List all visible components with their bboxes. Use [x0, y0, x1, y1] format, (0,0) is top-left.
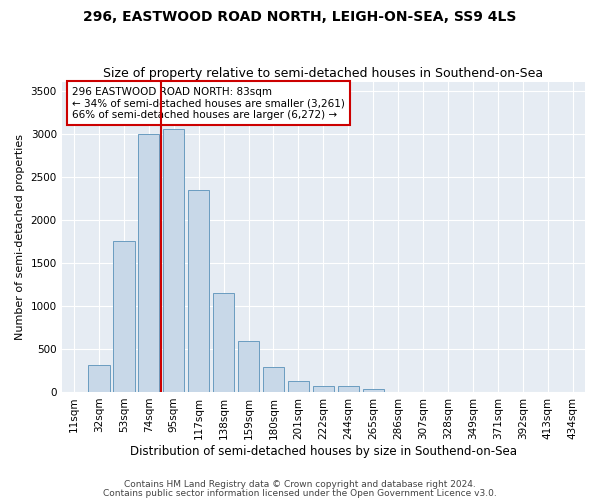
Text: 296 EASTWOOD ROAD NORTH: 83sqm
← 34% of semi-detached houses are smaller (3,261): 296 EASTWOOD ROAD NORTH: 83sqm ← 34% of … [72, 86, 345, 120]
Bar [88, 366, 110, 392]
Bar [188, 190, 209, 392]
Bar [263, 367, 284, 392]
Bar [313, 386, 334, 392]
Bar [338, 386, 359, 392]
Bar [113, 242, 134, 392]
Text: Contains HM Land Registry data © Crown copyright and database right 2024.: Contains HM Land Registry data © Crown c… [124, 480, 476, 489]
Bar [288, 381, 309, 392]
Text: Contains public sector information licensed under the Open Government Licence v3: Contains public sector information licen… [103, 488, 497, 498]
Bar [213, 293, 234, 392]
X-axis label: Distribution of semi-detached houses by size in Southend-on-Sea: Distribution of semi-detached houses by … [130, 444, 517, 458]
Bar [138, 134, 160, 392]
Bar [163, 130, 184, 392]
Bar [362, 389, 384, 392]
Bar [238, 341, 259, 392]
Y-axis label: Number of semi-detached properties: Number of semi-detached properties [15, 134, 25, 340]
Text: 296, EASTWOOD ROAD NORTH, LEIGH-ON-SEA, SS9 4LS: 296, EASTWOOD ROAD NORTH, LEIGH-ON-SEA, … [83, 10, 517, 24]
Title: Size of property relative to semi-detached houses in Southend-on-Sea: Size of property relative to semi-detach… [103, 66, 544, 80]
